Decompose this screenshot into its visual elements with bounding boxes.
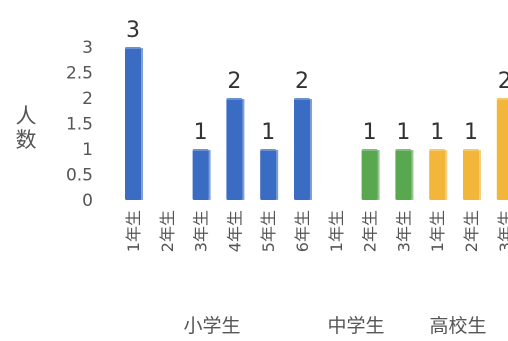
bar-side	[478, 150, 481, 200]
bar-top-highlight	[294, 98, 310, 100]
group-label-high-school: 高校生	[429, 315, 487, 337]
bar	[496, 98, 508, 200]
bar-top-highlight	[463, 149, 479, 151]
bar-top-highlight	[226, 98, 243, 100]
data-label: 1	[430, 120, 444, 145]
data-label: 1	[396, 120, 410, 145]
category-label: 1年生	[428, 210, 447, 252]
data-label: 2	[498, 69, 508, 94]
y-tick-label: 0.5	[66, 166, 93, 186]
bar-side	[275, 150, 279, 200]
bar-side	[309, 99, 312, 200]
category-label: 1年生	[124, 210, 143, 252]
y-tick-label: 2	[82, 89, 93, 109]
bar-side	[140, 48, 143, 200]
category-label: 2年生	[158, 210, 177, 252]
y-axis-label-char-2: 数	[15, 128, 37, 152]
bar-side	[241, 99, 245, 200]
data-label: 1	[261, 120, 275, 145]
bar	[192, 149, 209, 200]
bar-side	[376, 150, 380, 200]
data-label: 3	[126, 18, 140, 43]
bar-side	[410, 150, 414, 200]
category-label: 3年生	[192, 210, 211, 252]
bar-top-highlight	[260, 149, 277, 151]
y-tick-label: 1	[82, 140, 93, 160]
category-label: 1年生	[327, 210, 346, 252]
bar	[125, 47, 141, 200]
category-label: 3年生	[394, 210, 413, 252]
bar	[294, 98, 310, 200]
data-label: 1	[464, 120, 478, 145]
category-label: 6年生	[293, 210, 312, 252]
category-label: 4年生	[225, 210, 244, 252]
y-tick-label: 1.5	[66, 115, 93, 135]
bar	[463, 149, 479, 200]
bar	[226, 98, 243, 200]
bar-top-highlight	[496, 98, 508, 100]
bar	[429, 149, 446, 200]
bar-side	[207, 150, 211, 200]
bar-top-highlight	[125, 47, 141, 49]
bar	[361, 149, 378, 200]
category-label: 2年生	[462, 210, 481, 252]
bar	[260, 149, 277, 200]
group-label-junior-high: 中学生	[327, 315, 385, 337]
category-label: 5年生	[259, 210, 278, 252]
bar-top-highlight	[429, 149, 446, 151]
group-label-elementary: 小学生	[183, 315, 241, 337]
y-tick-label: 3	[82, 38, 93, 58]
y-tick-label: 2.5	[66, 64, 93, 84]
bar-top-highlight	[395, 149, 412, 151]
y-tick-label: 0	[82, 191, 93, 211]
data-label: 1	[194, 120, 208, 145]
y-axis-label-char-1: 人	[15, 104, 37, 128]
data-label: 2	[295, 69, 309, 94]
data-label: 1	[363, 120, 377, 145]
bar	[395, 149, 412, 200]
category-label: 3年生	[496, 210, 508, 252]
bar-top-highlight	[361, 149, 378, 151]
category-label: 2年生	[361, 210, 380, 252]
bar-top-highlight	[192, 149, 209, 151]
data-label: 2	[227, 69, 241, 94]
bar-side	[444, 150, 448, 200]
